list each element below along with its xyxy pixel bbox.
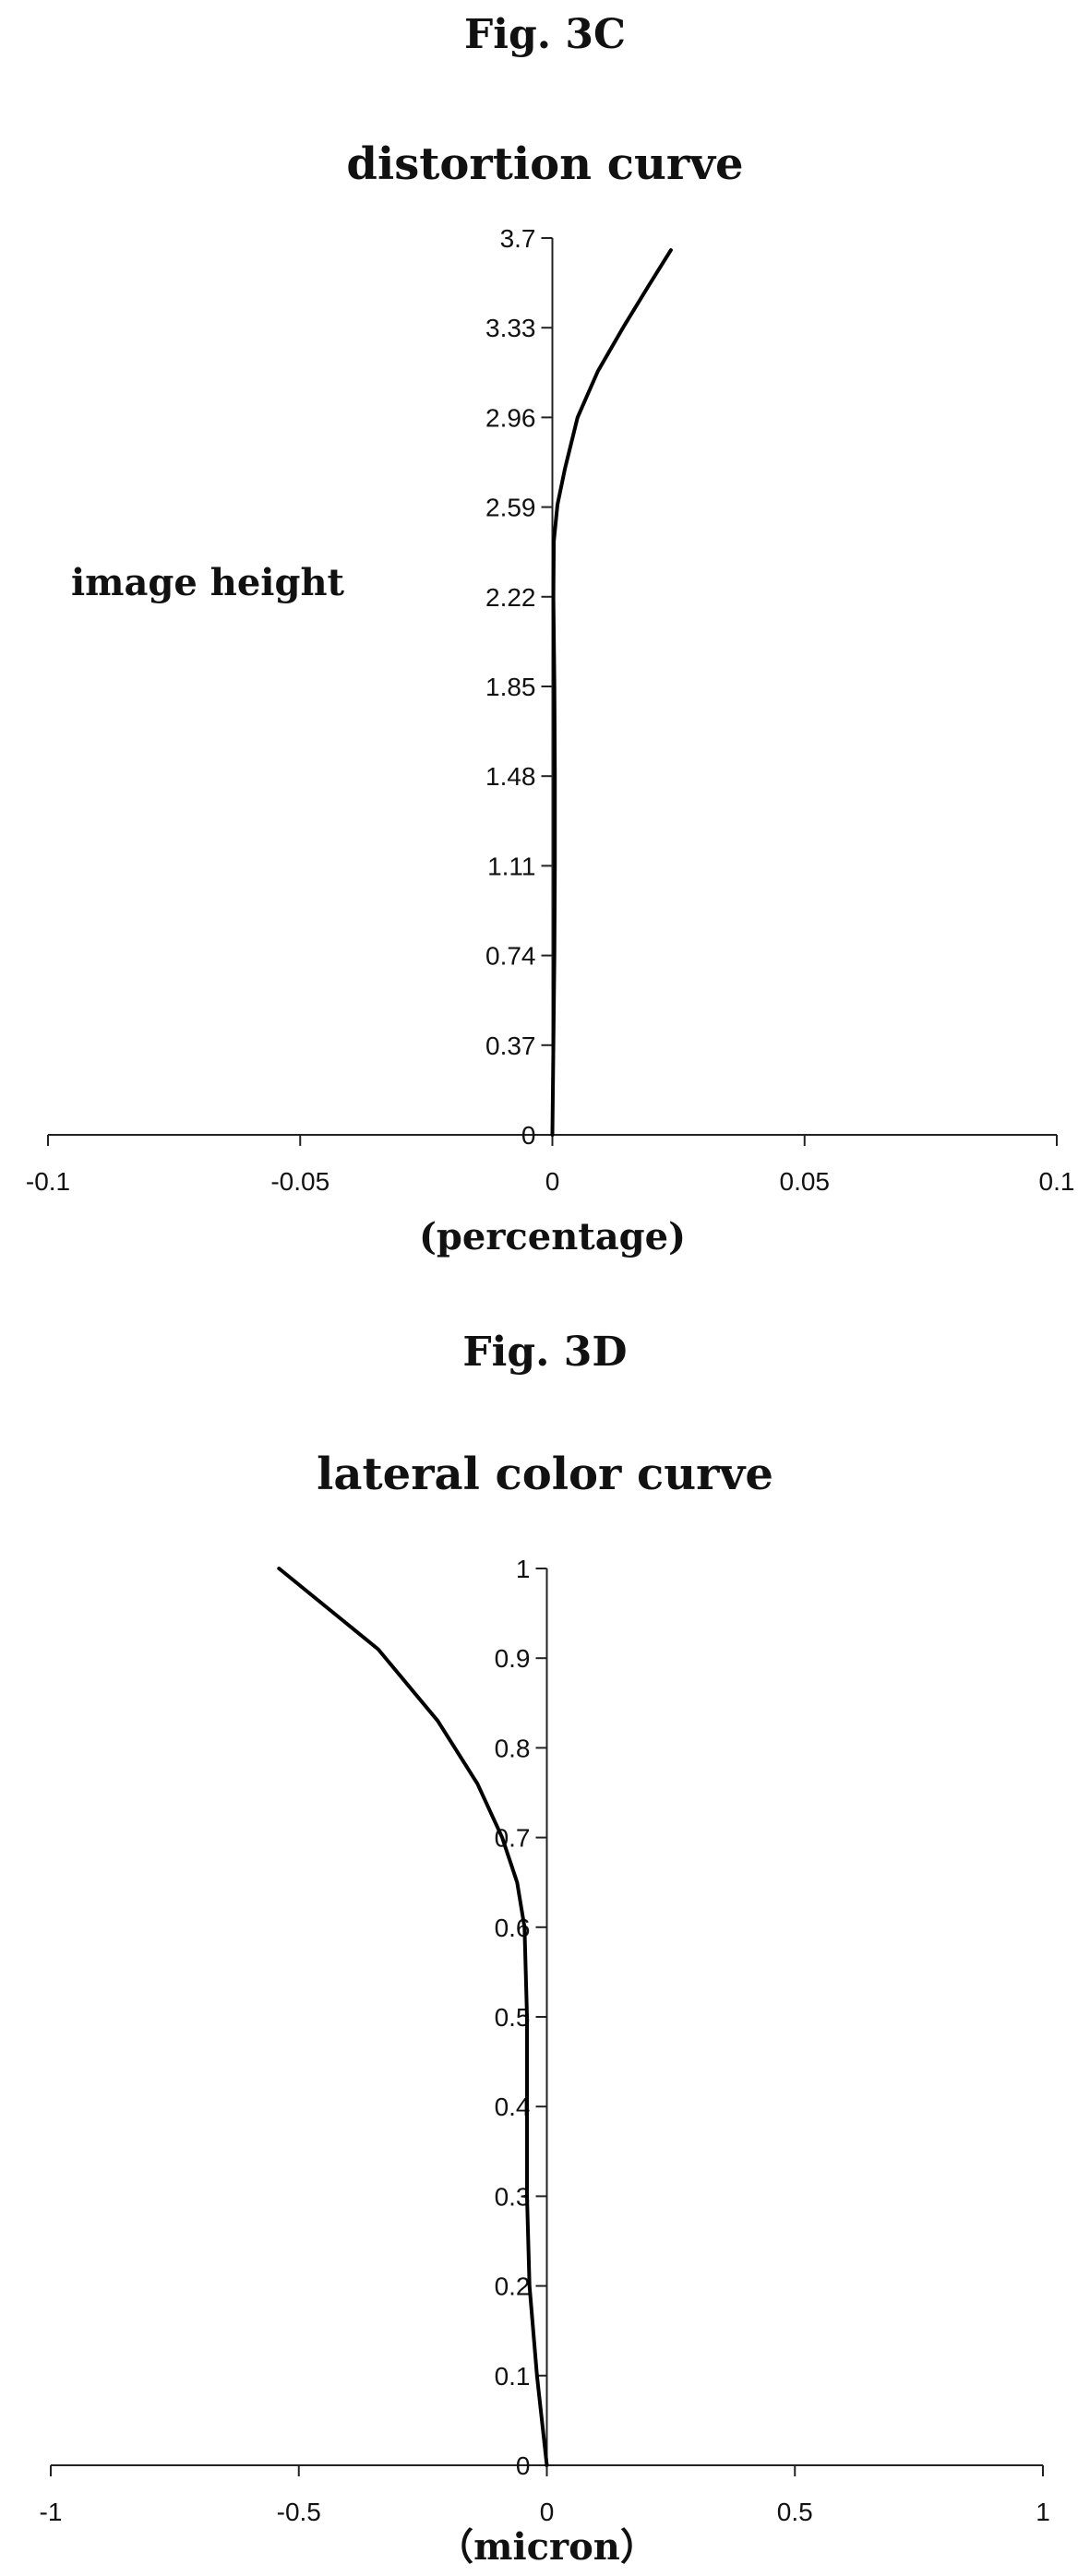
x-tick-label-3c: 0.1 bbox=[1039, 1167, 1075, 1196]
y-tick-label-3c: 2.59 bbox=[485, 494, 536, 522]
x-tick-label-3c: -0.1 bbox=[26, 1167, 70, 1196]
figure-label-3c: Fig. 3C bbox=[464, 11, 626, 58]
y-tick-label-3d: 0.8 bbox=[495, 1734, 531, 1762]
x-tick-label-3d: 1 bbox=[1036, 2498, 1050, 2526]
y-tick-label-3d: 0.9 bbox=[495, 1644, 531, 1673]
y-tick-label-3d: 0.4 bbox=[495, 2093, 531, 2121]
y-tick-label-3c: 0 bbox=[521, 1121, 536, 1150]
y-tick-label-3d: 0.5 bbox=[495, 2003, 531, 2032]
x-axis-label-3c: (percentage) bbox=[419, 1215, 686, 1258]
x-tick-label-3d: -0.5 bbox=[277, 2498, 321, 2526]
y-axis-label-3c: image height bbox=[71, 561, 345, 604]
y-tick-label-3c: 3.33 bbox=[485, 314, 536, 342]
y-tick-label-3c: 0.37 bbox=[485, 1032, 536, 1060]
x-tick-label-3c: 0.05 bbox=[780, 1167, 831, 1196]
y-tick-label-3d: 0.2 bbox=[495, 2272, 531, 2301]
y-tick-label-3c: 1.11 bbox=[487, 852, 535, 880]
series-line-3c bbox=[550, 248, 673, 1137]
y-tick-label-3c: 1.48 bbox=[485, 762, 536, 791]
x-axis-label-3d: （micron） bbox=[437, 2525, 657, 2569]
x-tick-label-3d: 0 bbox=[540, 2498, 555, 2526]
y-tick-label-3d: 0.1 bbox=[495, 2362, 531, 2391]
figure-label-3d: Fig. 3D bbox=[462, 1329, 628, 1376]
y-tick-label-3d: 1 bbox=[516, 1555, 531, 1583]
x-tick-label-3d: -1 bbox=[40, 2498, 63, 2526]
x-tick-label-3d: 0.5 bbox=[777, 2498, 813, 2526]
series-line-3d bbox=[277, 1567, 549, 2467]
y-tick-label-3c: 1.85 bbox=[485, 673, 536, 701]
chart-title-3c: distortion curve bbox=[346, 138, 744, 190]
y-tick-label-3d: 0.7 bbox=[495, 1824, 531, 1853]
x-tick-label-3c: -0.05 bbox=[270, 1167, 329, 1196]
y-tick-label-3d: 0.3 bbox=[495, 2182, 531, 2211]
y-tick-label-3c: 3.7 bbox=[500, 224, 536, 253]
x-tick-label-3c: 0 bbox=[545, 1167, 560, 1196]
y-tick-label-3c: 0.74 bbox=[485, 942, 536, 971]
y-tick-label-3c: 2.96 bbox=[485, 403, 536, 432]
chart-title-3d: lateral color curve bbox=[317, 1449, 773, 1500]
y-tick-label-3c: 2.22 bbox=[485, 583, 536, 612]
y-tick-label-3d: 0 bbox=[516, 2451, 531, 2480]
